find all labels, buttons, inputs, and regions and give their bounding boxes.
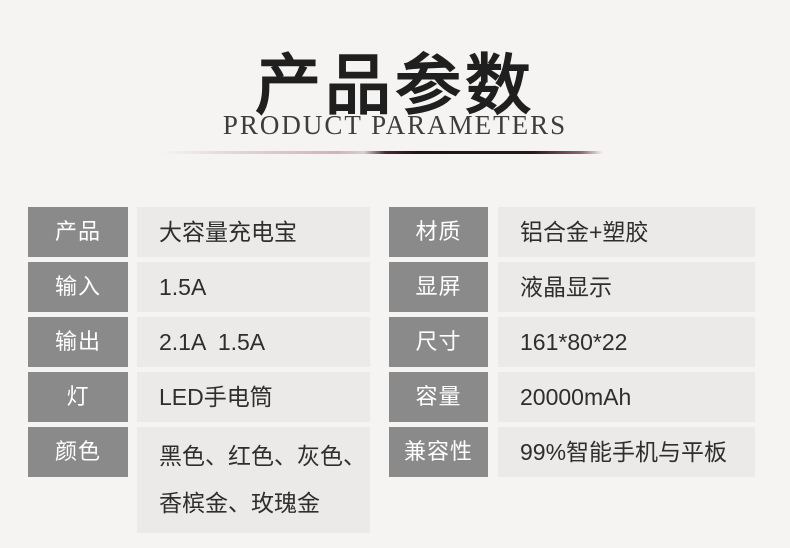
param-label-color: 颜色 — [28, 427, 128, 477]
param-value-size: 161*80*22 — [498, 317, 755, 367]
param-label-display: 显屏 — [389, 262, 488, 312]
param-value-display: 液晶显示 — [498, 262, 755, 312]
table-row: 输入 1.5A — [28, 262, 370, 312]
param-label-input: 输入 — [28, 262, 128, 312]
param-label-capacity: 容量 — [389, 372, 488, 422]
table-row: 尺寸 161*80*22 — [389, 317, 755, 367]
param-value-light: LED手电筒 — [137, 372, 370, 422]
param-label-material: 材质 — [389, 207, 488, 257]
table-row: 显屏 液晶显示 — [389, 262, 755, 312]
param-value-material: 铝合金+塑胶 — [498, 207, 755, 257]
param-label-product: 产品 — [28, 207, 128, 257]
param-label-size: 尺寸 — [389, 317, 488, 367]
param-label-light: 灯 — [28, 372, 128, 422]
param-value-output: 2.1A 1.5A — [137, 317, 370, 367]
table-row: 兼容性 99%智能手机与平板 — [389, 427, 755, 477]
param-label-output: 输出 — [28, 317, 128, 367]
page-subtitle: PRODUCT PARAMETERS — [222, 110, 568, 140]
parameters-column-right: 材质 铝合金+塑胶 显屏 液晶显示 尺寸 161*80*22 容量 20000m… — [389, 207, 755, 482]
parameters-column-left: 产品 大容量充电宝 输入 1.5A 输出 2.1A 1.5A 灯 LED手电筒 … — [28, 207, 370, 538]
table-row: 输出 2.1A 1.5A — [28, 317, 370, 367]
param-value-color: 黑色、红色、灰色、 香槟金、玫瑰金 — [137, 427, 370, 533]
param-value-compatibility: 99%智能手机与平板 — [498, 427, 755, 477]
param-value-capacity: 20000mAh — [498, 372, 755, 422]
accent-divider-line — [160, 151, 603, 154]
table-row: 容量 20000mAh — [389, 372, 755, 422]
param-label-compatibility: 兼容性 — [389, 427, 488, 477]
table-row: 颜色 黑色、红色、灰色、 香槟金、玫瑰金 — [28, 427, 370, 533]
table-row: 产品 大容量充电宝 — [28, 207, 370, 257]
table-row: 材质 铝合金+塑胶 — [389, 207, 755, 257]
param-value-product: 大容量充电宝 — [137, 207, 370, 257]
page-title: 产品参数 — [255, 48, 535, 122]
table-row: 灯 LED手电筒 — [28, 372, 370, 422]
param-value-input: 1.5A — [137, 262, 370, 312]
